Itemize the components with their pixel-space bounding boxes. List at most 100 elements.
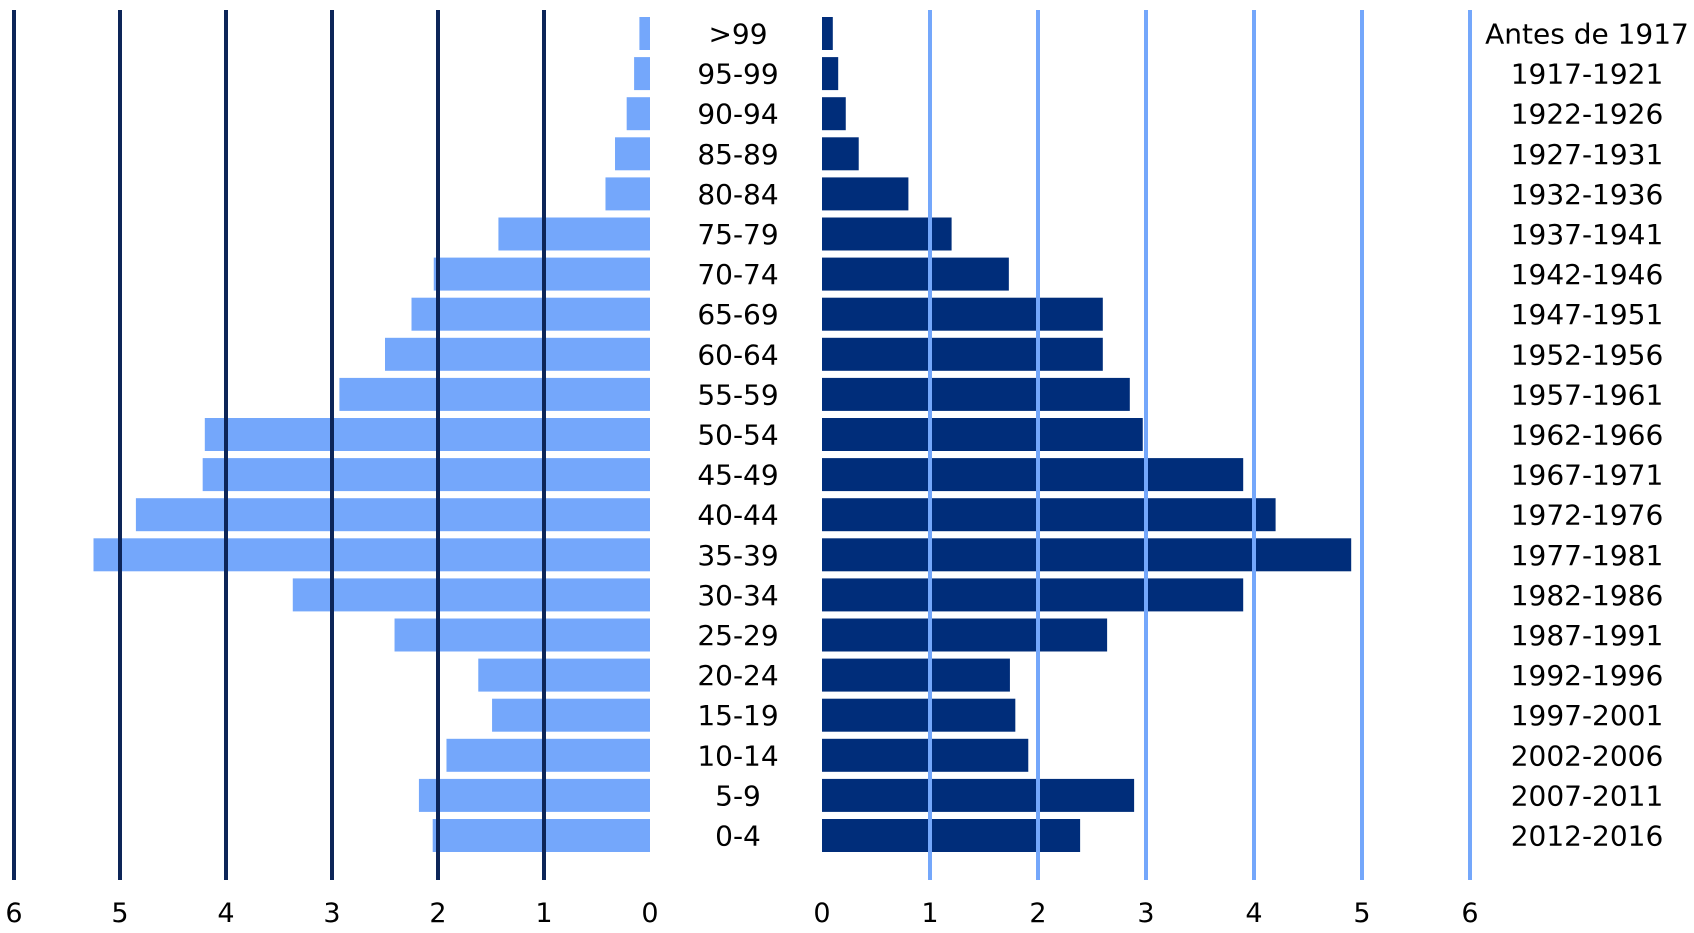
cohort-label-20: 2012-2016 <box>1511 820 1664 853</box>
cohort-label-13: 1977-1981 <box>1511 539 1664 572</box>
right-bar-80-84 <box>822 177 909 211</box>
right-bar-35-39 <box>822 538 1352 572</box>
left-bar-85-89 <box>615 137 650 171</box>
age-label-35-39: 35-39 <box>697 539 778 572</box>
right-bar-70-74 <box>822 257 1009 291</box>
age-label-75-79: 75-79 <box>697 218 778 251</box>
age-label-5-9: 5-9 <box>715 779 761 812</box>
cohort-label-16: 1992-1996 <box>1511 659 1664 692</box>
right-bar-90-94 <box>822 97 846 131</box>
cohort-label-4: 1932-1936 <box>1511 178 1664 211</box>
left-bar-80-84 <box>605 177 650 211</box>
left-bar-20-24 <box>478 658 650 692</box>
left-bar-35-39 <box>93 538 650 572</box>
age-label-20-24: 20-24 <box>697 659 778 692</box>
left-bar-10-14 <box>446 738 650 772</box>
left-tick-label-6: 6 <box>5 898 22 929</box>
left-tick-label-2: 2 <box>429 898 446 929</box>
cohort-label-0: Antes de 1917 <box>1485 18 1689 51</box>
left-axis-ticks: 0 1 2 3 4 5 6 <box>5 898 658 929</box>
cohort-label-3: 1927-1931 <box>1511 138 1664 171</box>
cohort-label-8: 1952-1956 <box>1511 338 1664 371</box>
right-bar-25-29 <box>822 618 1108 652</box>
age-group-labels: >99 95-99 90-94 85-89 80-84 75-79 70-74 65-69 60… <box>697 18 778 853</box>
cohort-label-10: 1962-1966 <box>1511 419 1664 452</box>
right-gridlines <box>928 10 1472 880</box>
left-tick-label-1: 1 <box>535 898 552 929</box>
cohort-label-18: 2002-2006 <box>1511 739 1664 772</box>
right-tick-label-6: 6 <box>1461 898 1478 929</box>
cohort-label-15: 1987-1991 <box>1511 619 1664 652</box>
cohort-label-1: 1917-1921 <box>1511 58 1664 91</box>
age-label-45-49: 45-49 <box>697 459 778 492</box>
cohort-label-9: 1957-1961 <box>1511 378 1664 411</box>
right-bar-15-19 <box>822 698 1016 732</box>
right-tick-label-1: 1 <box>921 898 938 929</box>
age-label-70-74: 70-74 <box>697 258 778 291</box>
left-bar-over-99 <box>639 17 650 50</box>
right-bar-45-49 <box>822 458 1244 492</box>
right-tick-label-2: 2 <box>1029 898 1046 929</box>
cohort-label-5: 1937-1941 <box>1511 218 1664 251</box>
age-label-55-59: 55-59 <box>697 378 778 411</box>
right-bar-75-79 <box>822 217 952 251</box>
age-label-25-29: 25-29 <box>697 619 778 652</box>
age-label-65-69: 65-69 <box>697 298 778 331</box>
left-bar-group <box>93 17 651 852</box>
left-bar-70-74 <box>433 257 650 291</box>
right-bar-5-9 <box>822 778 1135 812</box>
right-tick-label-3: 3 <box>1137 898 1154 929</box>
right-tick-label-4: 4 <box>1245 898 1262 929</box>
right-bar-group <box>822 17 1352 852</box>
right-tick-label-5: 5 <box>1353 898 1370 929</box>
left-bar-15-19 <box>492 698 650 732</box>
left-tick-label-5: 5 <box>111 898 128 929</box>
left-tick-label-4: 4 <box>217 898 234 929</box>
cohort-label-7: 1947-1951 <box>1511 298 1664 331</box>
cohort-label-2: 1922-1926 <box>1511 98 1664 131</box>
left-bar-30-34 <box>292 578 650 612</box>
left-gridlines <box>12 10 546 880</box>
age-label-85-89: 85-89 <box>697 138 778 171</box>
age-label-50-54: 50-54 <box>697 419 778 452</box>
age-label-10-14: 10-14 <box>697 739 778 772</box>
left-bar-45-49 <box>202 458 650 492</box>
left-bar-40-44 <box>135 498 650 532</box>
right-bar-50-54 <box>822 418 1143 451</box>
right-bar-95-99 <box>822 57 839 91</box>
right-bar-40-44 <box>822 498 1276 532</box>
right-bar-65-69 <box>822 297 1103 331</box>
cohort-label-19: 2007-2011 <box>1511 779 1664 812</box>
right-axis-ticks: 0 1 2 3 4 5 6 <box>813 898 1478 929</box>
left-bar-25-29 <box>394 618 650 652</box>
left-tick-label-3: 3 <box>323 898 340 929</box>
cohort-label-12: 1972-1976 <box>1511 499 1664 532</box>
left-bar-55-59 <box>339 377 650 411</box>
birth-cohort-labels: Antes de 1917 1917-1921 1922-1926 1927-1931… <box>1485 18 1689 853</box>
age-label-15-19: 15-19 <box>697 699 778 732</box>
right-bar-0-4 <box>822 819 1081 852</box>
right-bar-55-59 <box>822 377 1130 411</box>
cohort-label-6: 1942-1946 <box>1511 258 1664 291</box>
left-bar-65-69 <box>411 297 650 331</box>
right-bar-10-14 <box>822 738 1029 772</box>
age-label-over-99: >99 <box>708 18 767 51</box>
left-bar-75-79 <box>498 217 650 251</box>
left-bar-5-9 <box>418 778 650 812</box>
left-tick-label-0: 0 <box>641 898 658 929</box>
right-bar-20-24 <box>822 658 1010 692</box>
left-bar-60-64 <box>385 337 650 371</box>
cohort-label-14: 1982-1986 <box>1511 579 1664 612</box>
right-bar-over-99 <box>822 17 833 50</box>
left-bar-90-94 <box>626 97 650 131</box>
right-bar-30-34 <box>822 578 1244 612</box>
age-label-60-64: 60-64 <box>697 338 778 371</box>
left-bar-50-54 <box>204 418 651 451</box>
right-tick-label-0: 0 <box>813 898 830 929</box>
age-label-90-94: 90-94 <box>697 98 778 131</box>
age-label-80-84: 80-84 <box>697 178 778 211</box>
age-label-40-44: 40-44 <box>697 499 778 532</box>
age-label-30-34: 30-34 <box>697 579 778 612</box>
cohort-label-17: 1997-2001 <box>1511 699 1664 732</box>
